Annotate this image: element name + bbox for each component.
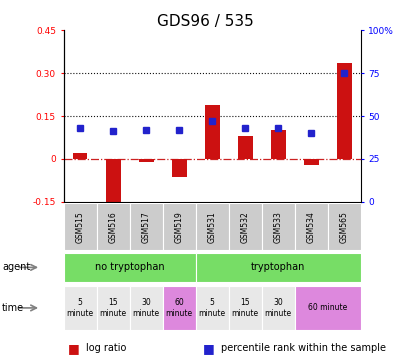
Bar bbox=[129, 203, 162, 250]
Bar bbox=[237, 136, 252, 159]
Bar bbox=[228, 286, 261, 330]
Text: GSM532: GSM532 bbox=[240, 211, 249, 242]
Bar bbox=[204, 105, 219, 159]
Text: log ratio: log ratio bbox=[86, 343, 126, 353]
Bar bbox=[327, 203, 360, 250]
Text: 5
minute: 5 minute bbox=[66, 298, 93, 318]
Text: time: time bbox=[2, 303, 24, 313]
Text: 60 minute: 60 minute bbox=[308, 303, 346, 312]
Bar bbox=[270, 130, 285, 159]
Text: 30
minute: 30 minute bbox=[264, 298, 291, 318]
Bar bbox=[97, 203, 129, 250]
Bar bbox=[294, 203, 327, 250]
Bar bbox=[261, 286, 294, 330]
Text: GSM515: GSM515 bbox=[75, 211, 84, 242]
Bar bbox=[195, 286, 228, 330]
Bar bbox=[97, 286, 129, 330]
Bar bbox=[106, 159, 120, 212]
Bar bbox=[303, 159, 318, 165]
Text: GSM534: GSM534 bbox=[306, 211, 315, 243]
Bar bbox=[228, 203, 261, 250]
Text: 15
minute: 15 minute bbox=[99, 298, 126, 318]
Text: GSM516: GSM516 bbox=[108, 211, 117, 242]
Text: GSM565: GSM565 bbox=[339, 211, 348, 243]
Text: agent: agent bbox=[2, 262, 30, 272]
Text: ■: ■ bbox=[202, 342, 214, 355]
Bar bbox=[138, 159, 153, 162]
Text: ■: ■ bbox=[67, 342, 79, 355]
Text: 5
minute: 5 minute bbox=[198, 298, 225, 318]
Bar bbox=[63, 286, 97, 330]
Bar bbox=[171, 159, 186, 177]
Text: 30
minute: 30 minute bbox=[132, 298, 159, 318]
Bar bbox=[162, 286, 195, 330]
Bar bbox=[129, 286, 162, 330]
Text: GSM517: GSM517 bbox=[141, 211, 150, 242]
Text: no tryptophan: no tryptophan bbox=[94, 262, 164, 272]
Text: GSM533: GSM533 bbox=[273, 211, 282, 243]
Text: GDS96 / 535: GDS96 / 535 bbox=[156, 14, 253, 29]
Text: GSM531: GSM531 bbox=[207, 211, 216, 242]
Bar bbox=[195, 203, 228, 250]
Bar bbox=[72, 153, 87, 159]
Text: tryptophan: tryptophan bbox=[250, 262, 305, 272]
Bar bbox=[63, 253, 195, 282]
Text: 15
minute: 15 minute bbox=[231, 298, 258, 318]
Bar bbox=[162, 203, 195, 250]
Text: percentile rank within the sample: percentile rank within the sample bbox=[221, 343, 385, 353]
Bar bbox=[63, 203, 97, 250]
Bar bbox=[261, 203, 294, 250]
Bar bbox=[294, 286, 360, 330]
Text: 60
minute: 60 minute bbox=[165, 298, 192, 318]
Bar bbox=[336, 63, 351, 159]
Text: GSM519: GSM519 bbox=[174, 211, 183, 242]
Bar bbox=[195, 253, 360, 282]
